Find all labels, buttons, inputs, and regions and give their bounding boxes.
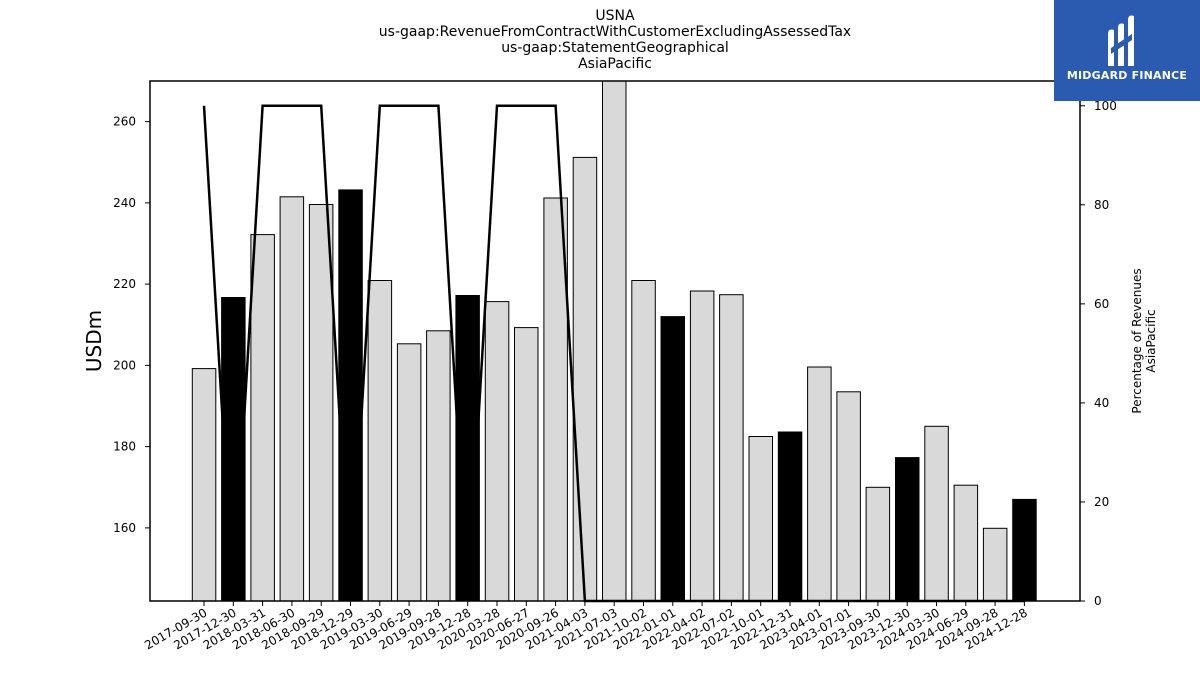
right-y-axis-label-line-2: AsiaPacific bbox=[1144, 309, 1158, 372]
bar-2023-12-30 bbox=[895, 457, 920, 602]
left-y-axis: 160 180 200 220 240 260 bbox=[113, 115, 150, 535]
bar-2018-06-30 bbox=[279, 196, 305, 602]
right-tick-label-40: 40 bbox=[1094, 396, 1109, 410]
bar-2023-07-01 bbox=[836, 391, 861, 602]
right-tick-label-80: 80 bbox=[1094, 198, 1109, 212]
bar-2023-04-01 bbox=[807, 366, 832, 602]
bar-2021-04-03 bbox=[572, 156, 598, 602]
title-line-2: us-gaap:RevenueFromContractWithCustomerE… bbox=[379, 24, 851, 40]
bar-2018-03-31 bbox=[250, 234, 275, 602]
left-tick-label-260: 260 bbox=[113, 115, 136, 129]
logo-text: MIDGARD FINANCE bbox=[1066, 69, 1188, 82]
bar-2022-10-01 bbox=[748, 436, 773, 602]
title-line-1: USNA bbox=[595, 8, 635, 24]
bar-2024-03-30 bbox=[924, 425, 949, 602]
right-tick-label-60: 60 bbox=[1094, 297, 1109, 311]
bar-2020-06-27 bbox=[514, 327, 539, 602]
bar-2024-09-28 bbox=[982, 527, 1008, 602]
left-tick-label-240: 240 bbox=[113, 196, 136, 210]
chart-title: USNA us-gaap:RevenueFromContractWithCust… bbox=[379, 8, 851, 72]
right-tick-label-0: 0 bbox=[1094, 594, 1102, 608]
x-axis: 2017-09-302017-12-302018-03-312018-06-30… bbox=[142, 601, 1030, 652]
bar-2022-04-02 bbox=[689, 290, 715, 602]
plot-area-frame bbox=[149, 80, 1081, 602]
bar-2021-10-02 bbox=[631, 280, 656, 602]
bar-2024-06-29 bbox=[953, 484, 979, 602]
bar-2019-06-29 bbox=[396, 343, 422, 602]
bar-2020-03-28 bbox=[484, 301, 510, 602]
title-line-4: AsiaPacific bbox=[578, 56, 652, 72]
left-tick-label-180: 180 bbox=[113, 440, 136, 454]
left-tick-label-160: 160 bbox=[113, 521, 136, 535]
bar-2022-12-31 bbox=[777, 431, 803, 602]
bar-series bbox=[191, 80, 1037, 602]
bar-2022-07-02 bbox=[719, 294, 744, 602]
right-tick-label-100: 100 bbox=[1094, 99, 1117, 113]
bar-2017-09-30 bbox=[191, 368, 217, 602]
midgard-logo-icon bbox=[1108, 15, 1134, 66]
bar-2021-07-03 bbox=[602, 80, 627, 602]
bar-2024-12-28 bbox=[1012, 498, 1037, 602]
left-tick-label-220: 220 bbox=[113, 277, 136, 291]
bar-2019-09-28 bbox=[426, 330, 451, 602]
right-tick-label-20: 20 bbox=[1094, 495, 1109, 509]
title-line-3: us-gaap:StatementGeographical bbox=[501, 40, 729, 56]
bar-2019-03-30 bbox=[367, 280, 393, 602]
right-y-axis: 0 20 40 60 80 100 bbox=[1080, 99, 1117, 608]
left-tick-label-200: 200 bbox=[113, 358, 136, 372]
midgard-finance-logo: MIDGARD FINANCE bbox=[1054, 0, 1200, 101]
bar-2018-12-29 bbox=[338, 189, 363, 602]
bar-2022-01-01 bbox=[660, 316, 685, 602]
bar-2023-09-30 bbox=[865, 486, 891, 602]
right-y-axis-label: Percentage of Revenues AsiaPacific bbox=[1130, 268, 1158, 413]
right-y-axis-label-line-1: Percentage of Revenues bbox=[1130, 268, 1144, 413]
y-axis-label: USDm bbox=[82, 310, 106, 372]
